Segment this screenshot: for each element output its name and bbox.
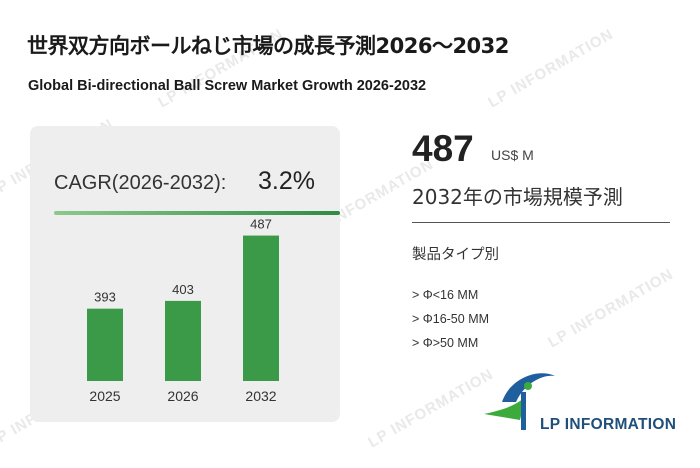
divider [412, 222, 670, 223]
logo-stem [521, 392, 526, 430]
forecast-value: 487 [412, 128, 474, 169]
forecast-caption: 2032年の市場規模予測 [412, 185, 623, 209]
segment-item: > Φ16-50 MM [412, 312, 490, 326]
tick-label-2026: 2026 [167, 388, 198, 404]
data-label-2026: 403 [172, 282, 194, 297]
lp-information-logo [484, 373, 555, 430]
data-label-2025: 393 [94, 290, 116, 305]
logo-dot [524, 382, 532, 390]
watermark: LP INFORMATION [545, 265, 677, 352]
watermark: LP INFORMATION [365, 365, 497, 452]
forecast-unit: US$ M [491, 147, 534, 163]
bar-chart: 393 2025 403 2026 487 2032 [87, 217, 279, 404]
page-title: 世界双方向ボールねじ市場の成長予測2026～2032 [27, 34, 509, 58]
segment-title: 製品タイプ別 [412, 247, 499, 263]
data-label-2032: 487 [250, 217, 272, 232]
bar-2032 [243, 235, 279, 381]
logo-swoosh-blue [502, 373, 555, 402]
segment-item: > Φ<16 MM [412, 288, 479, 302]
cagr-value: 3.2% [258, 167, 315, 195]
bar-2026 [165, 300, 201, 381]
tick-label-2032: 2032 [245, 388, 276, 404]
cagr-underline [54, 211, 340, 215]
logo-swoosh-green [484, 396, 526, 420]
bar-2025 [87, 308, 123, 381]
logo-text: LP INFORMATION [540, 416, 677, 433]
segment-item: > Φ>50 MM [412, 336, 479, 350]
segment-list: > Φ<16 MM > Φ16-50 MM > Φ>50 MM [412, 287, 489, 359]
tick-label-2025: 2025 [89, 388, 120, 404]
cagr-label: CAGR(2026-2032): [54, 172, 227, 194]
page-subtitle: Global Bi-directional Ball Screw Market … [28, 78, 427, 94]
